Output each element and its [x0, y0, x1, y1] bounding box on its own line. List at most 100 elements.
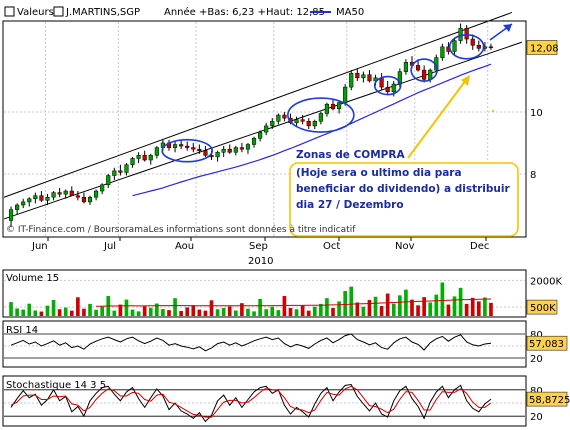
volume-bar: [215, 309, 220, 316]
candle-body: [367, 74, 372, 82]
candle-body: [136, 155, 141, 159]
volume-bar: [118, 304, 123, 316]
candle-body: [245, 144, 251, 150]
volume-bar: [300, 305, 305, 316]
volume-bar: [276, 310, 281, 316]
checkbox-icon[interactable]: [53, 6, 64, 17]
candle-body: [440, 46, 445, 58]
volume-bar: [155, 303, 159, 316]
volume-bar: [76, 297, 80, 316]
volume-bar: [142, 306, 147, 316]
volume-grid: [4, 279, 525, 308]
volume-bar: [27, 303, 32, 316]
oscillator-tick-label: 20: [530, 412, 543, 423]
volume-bar: [246, 308, 250, 316]
price-tick-label: 8: [530, 170, 536, 181]
date-tick-label: Aou: [175, 241, 194, 252]
candle-body: [403, 62, 408, 72]
volume-bar: [82, 308, 86, 316]
candle-body: [452, 40, 457, 52]
date-tick-label: Jul: [103, 241, 116, 252]
candle-body: [349, 72, 354, 88]
date-tick-label: Nov: [395, 241, 415, 252]
volume-bar: [69, 310, 74, 316]
candle-body: [15, 204, 20, 210]
candle-body: [318, 113, 323, 122]
volume-value-tag: [526, 299, 558, 315]
volume-bar: [39, 311, 44, 316]
volume-title: Volume 15: [6, 273, 59, 284]
ma50-path: [132, 63, 492, 197]
candle-body: [118, 170, 123, 173]
volume-bar: [270, 306, 275, 316]
candle-body: [57, 192, 62, 195]
volume-bar: [258, 298, 262, 316]
volume-bar: [161, 309, 165, 316]
candle-body: [8, 209, 14, 221]
candle-body: [488, 46, 494, 49]
stochastic-k-path: [10, 383, 492, 423]
last-price-tag: [526, 40, 558, 55]
buy-zone-ellipse: [410, 58, 438, 82]
candle-body: [172, 144, 178, 148]
volume-tick-label: 2000K: [530, 276, 562, 287]
candle-body: [69, 190, 74, 196]
buy-zone-ellipse: [448, 34, 485, 60]
candle-body: [306, 120, 311, 127]
volume-bar: [130, 309, 135, 316]
volume-bar: [422, 297, 426, 316]
candle-body: [130, 158, 135, 165]
volume-bar: [45, 305, 50, 316]
volume-bar: [343, 291, 347, 316]
price-panel: 8 10 12,08 Zonas de COMPRA (Hoje sera o ult…: [2, 11, 559, 238]
volume-bar: [312, 306, 317, 316]
volume-bar: [331, 307, 335, 316]
volume-bar: [264, 309, 269, 316]
oscillator-value-label: 57,083: [529, 339, 564, 350]
volume-average-path: [96, 298, 492, 307]
checkbox-icon[interactable]: [4, 6, 15, 17]
candle-body: [276, 114, 281, 122]
candle-body: [75, 195, 80, 198]
volume-bar: [446, 304, 451, 316]
chart-header: Valeurs J.MARTINS,SGP Année +Bas: 6,23 +…: [4, 6, 364, 18]
volume-bar: [373, 296, 378, 316]
candle-body: [106, 175, 111, 186]
volume-bar: [476, 301, 481, 316]
candle-body: [251, 138, 257, 145]
volume-bar: [404, 289, 408, 316]
date-tick-label: Jun: [31, 241, 48, 252]
volume-bar: [167, 310, 171, 316]
volume-bar: [233, 310, 238, 316]
volume-bar: [483, 297, 487, 316]
candle-body: [415, 65, 421, 71]
volume-bar: [349, 286, 354, 316]
candle-body: [81, 196, 87, 203]
volume-bar: [112, 310, 117, 316]
volume-bar: [240, 303, 244, 316]
candle-body: [39, 195, 44, 201]
candle-body: [239, 147, 244, 150]
volume-bar: [100, 306, 104, 316]
header-label: Valeurs: [17, 7, 54, 18]
volume-bar: [191, 305, 196, 316]
annotation-box: [289, 162, 519, 237]
candle-body: [21, 201, 26, 206]
volume-bar: [379, 306, 384, 316]
volume-bar: [319, 303, 323, 316]
last-price-label: 12,08: [530, 43, 559, 54]
volume-bar: [294, 309, 299, 316]
candle-body: [422, 69, 427, 80]
volume-bar: [124, 299, 129, 316]
volume-average-line: [96, 298, 492, 307]
candle-body: [227, 148, 232, 153]
candle-body: [142, 155, 147, 161]
buy-zone-annotations: Zonas de COMPRA (Hoje sera o ultimo dia p…: [161, 23, 519, 237]
candle-body: [94, 190, 99, 198]
callout-arrow-shaft: [407, 79, 467, 159]
volume-bar: [221, 307, 226, 316]
volume-bar: [9, 302, 13, 316]
volume-tick-label: 500K: [530, 303, 556, 314]
callout-arrow-head: [461, 75, 470, 86]
watermark: © IT-Finance.com / BoursoramaLes informa…: [6, 224, 356, 235]
